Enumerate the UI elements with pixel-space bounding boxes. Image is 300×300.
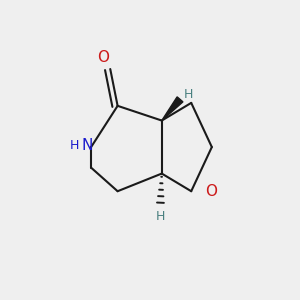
Text: O: O [205,184,217,199]
Text: H: H [156,210,165,223]
Text: O: O [97,50,109,65]
Text: H: H [70,139,80,152]
Text: N: N [81,138,92,153]
Text: H: H [184,88,193,101]
Polygon shape [162,97,183,121]
